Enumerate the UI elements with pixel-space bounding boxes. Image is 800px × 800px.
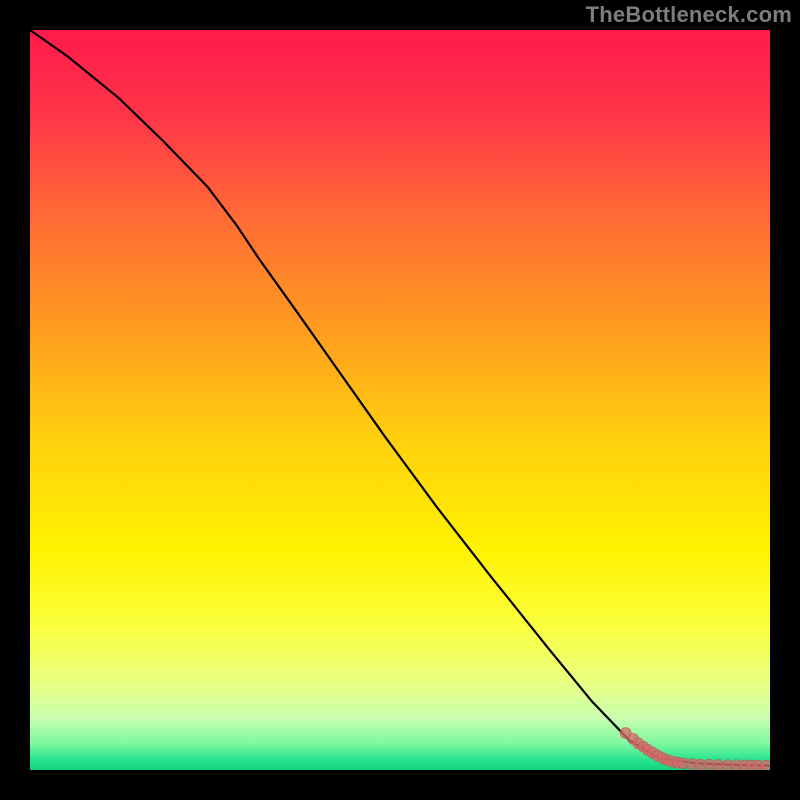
plot-background bbox=[30, 30, 770, 770]
plot-frame-side bbox=[0, 770, 800, 800]
plot-frame-side bbox=[0, 0, 30, 800]
watermark-text: TheBottleneck.com bbox=[586, 2, 792, 28]
chart-svg bbox=[0, 0, 800, 800]
plot-frame-side bbox=[770, 0, 800, 800]
chart-container: TheBottleneck.com bbox=[0, 0, 800, 800]
